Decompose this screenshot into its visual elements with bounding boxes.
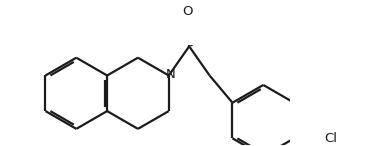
Text: Cl: Cl: [324, 132, 337, 145]
Text: O: O: [182, 6, 193, 19]
Text: N: N: [166, 68, 176, 81]
